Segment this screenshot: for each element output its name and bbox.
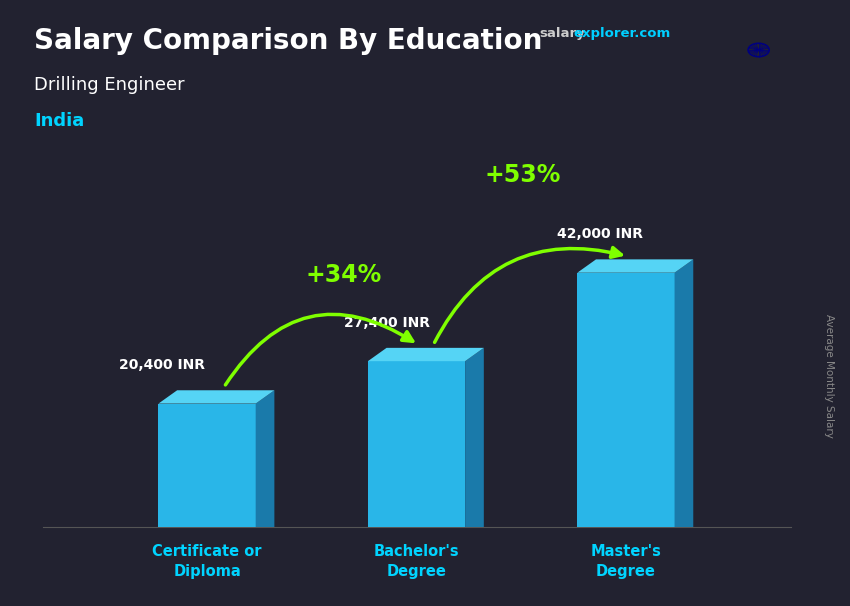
Text: Average Monthly Salary: Average Monthly Salary xyxy=(824,314,834,438)
Polygon shape xyxy=(465,348,484,527)
Polygon shape xyxy=(256,390,275,527)
Polygon shape xyxy=(368,348,484,361)
Text: 42,000 INR: 42,000 INR xyxy=(557,227,643,241)
Text: 27,400 INR: 27,400 INR xyxy=(343,316,429,330)
Polygon shape xyxy=(158,404,256,527)
Polygon shape xyxy=(675,259,694,527)
Text: Salary Comparison By Education: Salary Comparison By Education xyxy=(34,27,542,55)
Text: +53%: +53% xyxy=(484,162,561,187)
Text: +34%: +34% xyxy=(305,263,382,287)
Text: explorer.com: explorer.com xyxy=(573,27,670,40)
Polygon shape xyxy=(158,390,275,404)
Text: salary: salary xyxy=(540,27,586,40)
Text: 20,400 INR: 20,400 INR xyxy=(119,358,205,372)
Text: Drilling Engineer: Drilling Engineer xyxy=(34,76,184,94)
Polygon shape xyxy=(368,361,465,527)
Polygon shape xyxy=(577,259,694,273)
Polygon shape xyxy=(577,273,675,527)
Text: India: India xyxy=(34,112,84,130)
